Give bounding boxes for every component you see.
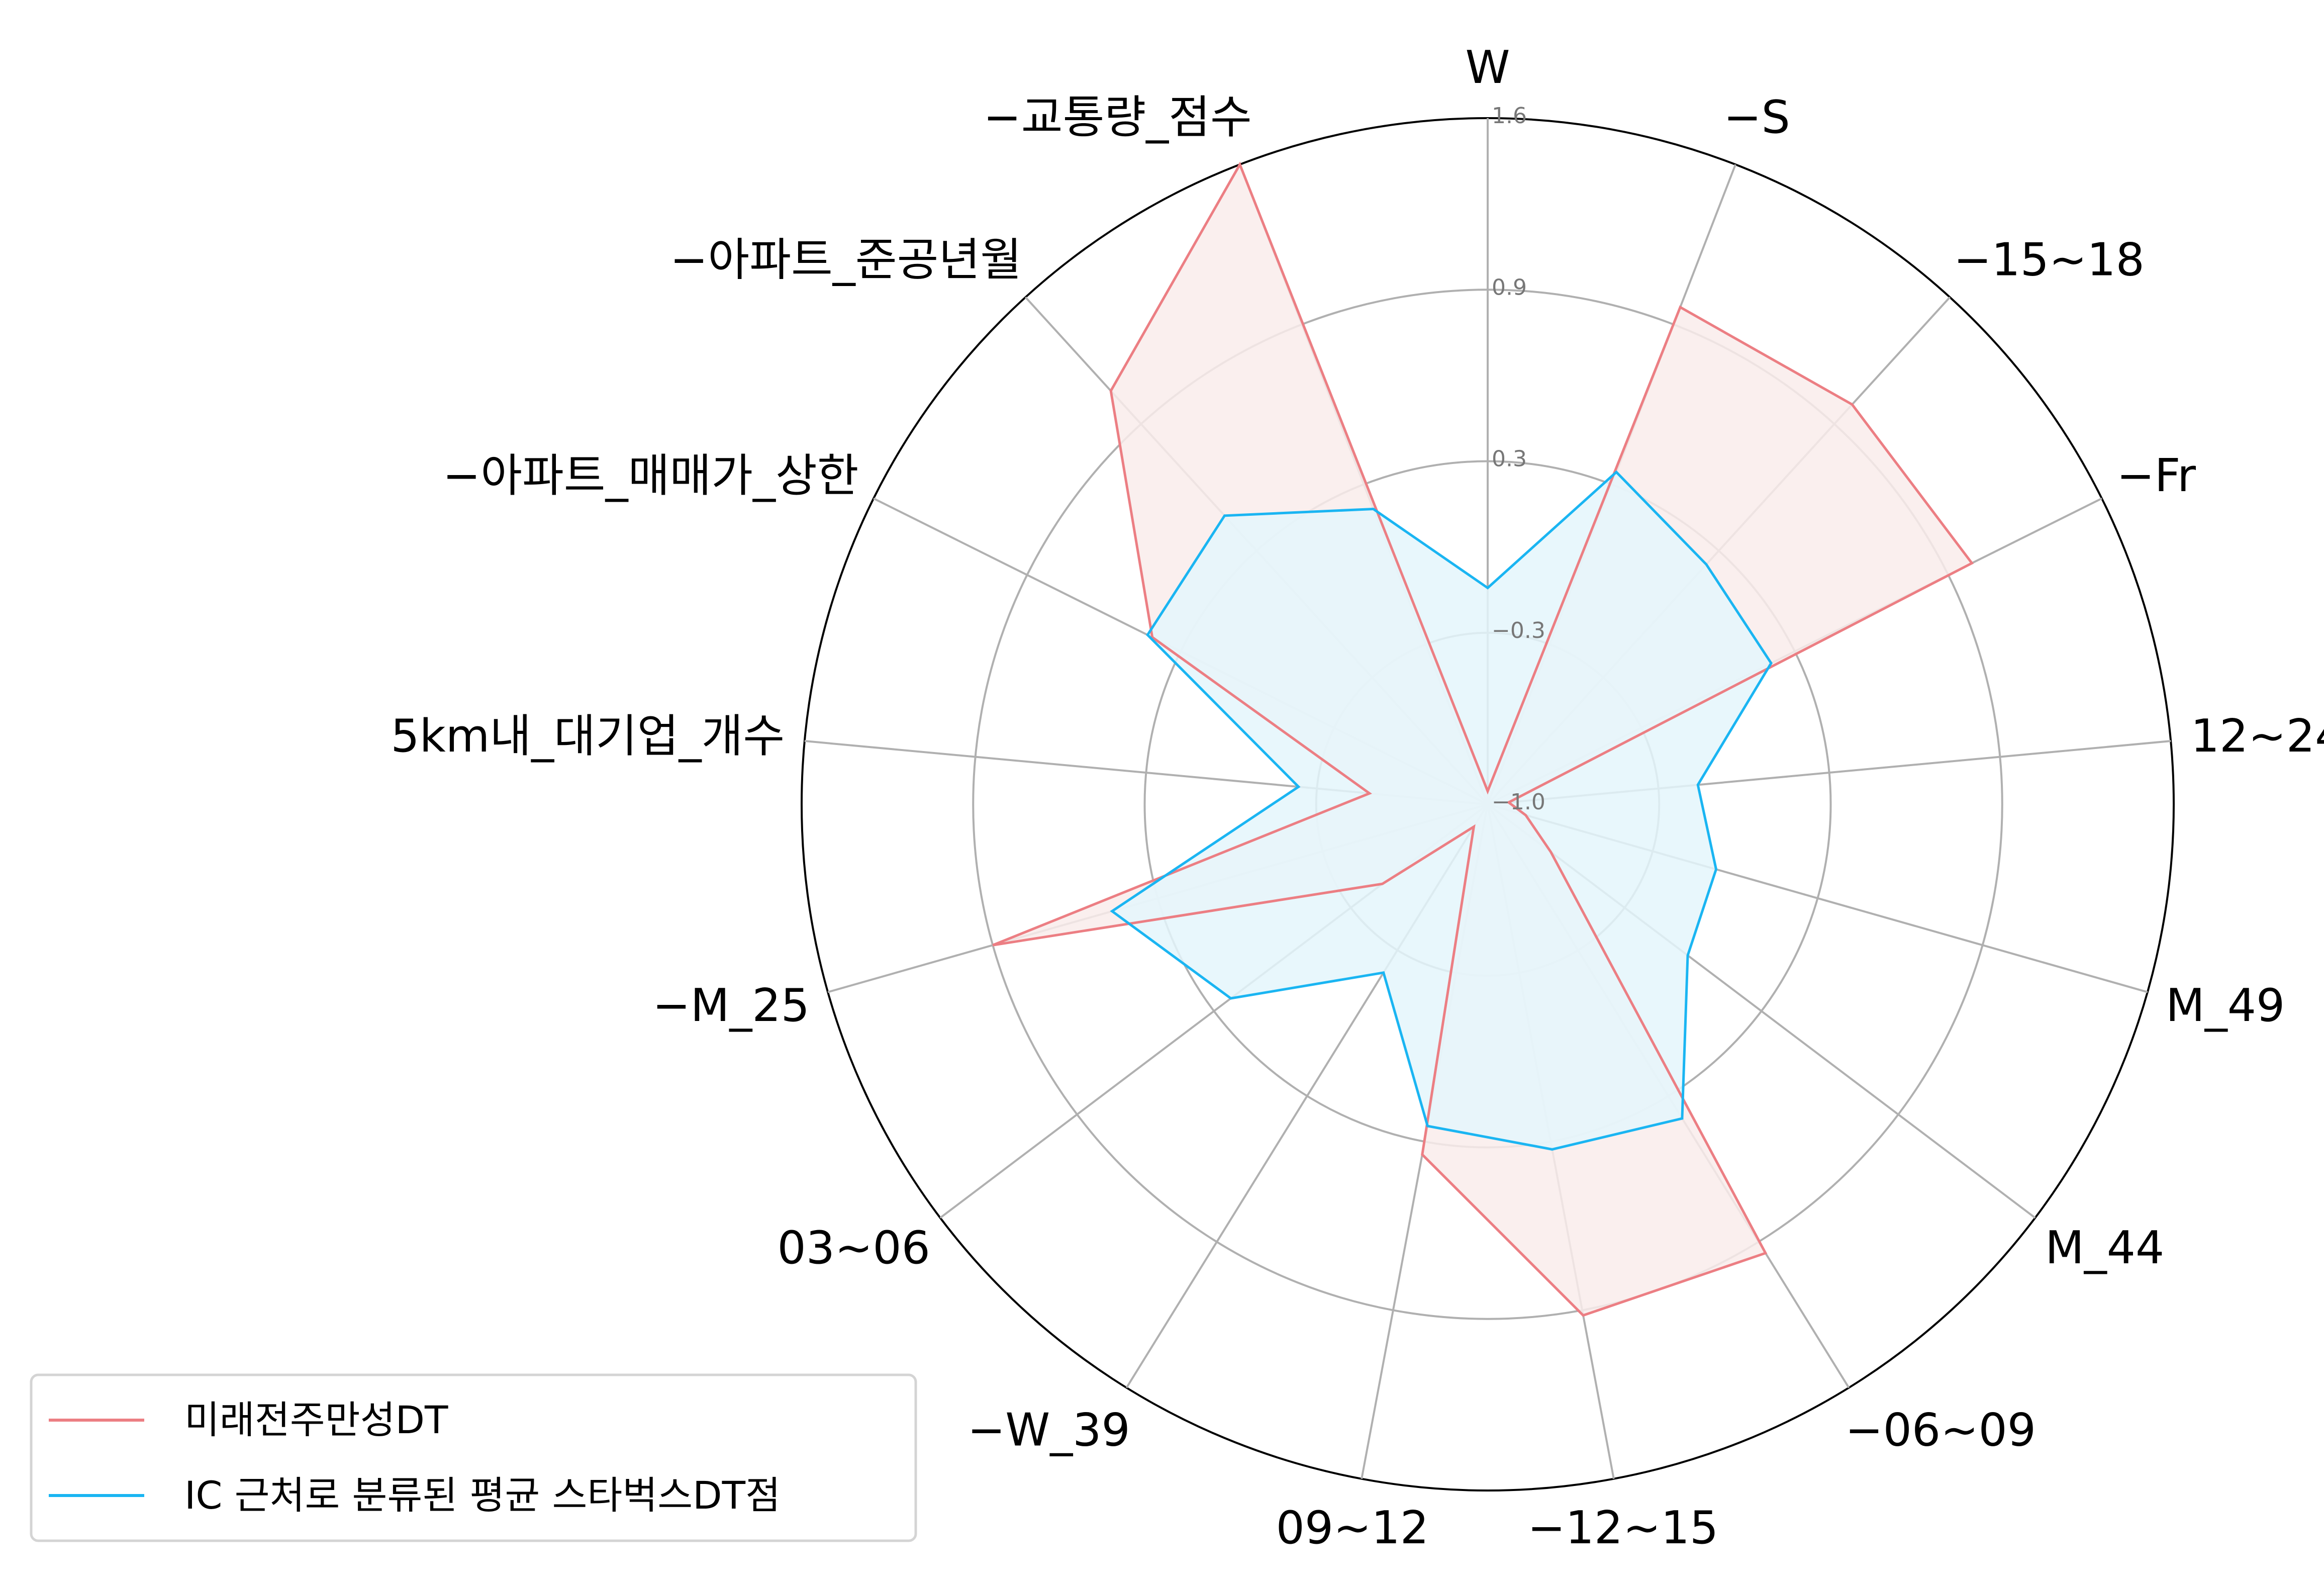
series-line-1 bbox=[1110, 470, 1773, 1151]
axis-label: 12~24 bbox=[2191, 710, 2324, 763]
series-line-0 bbox=[992, 161, 1974, 1317]
axis-label: −교통량_점수 bbox=[983, 91, 1251, 144]
series-fill-0 bbox=[993, 164, 1972, 1316]
legend-box bbox=[30, 1373, 917, 1542]
axis-label: −아파트_준공년월 bbox=[670, 233, 1022, 286]
axis-label: 09~12 bbox=[1276, 1502, 1429, 1554]
axis-label: 5km내_대기업_개수 bbox=[391, 710, 785, 763]
radial-tick-label: 1.6 bbox=[1492, 103, 1527, 129]
axis-label: −12~15 bbox=[1527, 1502, 1718, 1554]
axis-label: −아파트_매매가_상한 bbox=[443, 449, 859, 502]
series-layer bbox=[992, 161, 1974, 1317]
legend: 미래전주만성DT IC 근처로 분류된 평균 스타벅스DT점 bbox=[30, 1373, 917, 1542]
axis-label-layer: W −S −15~18 −Fr 12~24 M_49 M_44 −06~09 −12~15 09~… bbox=[391, 41, 2324, 1554]
radial-tick-label: 0.9 bbox=[1492, 274, 1527, 300]
radial-tick-label: 0.3 bbox=[1492, 446, 1527, 472]
axis-label: −Fr bbox=[2116, 449, 2196, 502]
axis-label: −15~18 bbox=[1954, 233, 2145, 286]
axis-label: W bbox=[1466, 41, 1510, 94]
axis-label: M_44 bbox=[2045, 1222, 2164, 1274]
radial-tick-label: −1.0 bbox=[1492, 789, 1545, 815]
axis-label: −W_39 bbox=[967, 1404, 1130, 1457]
axis-label: −S bbox=[1723, 91, 1790, 144]
axis-label: −06~09 bbox=[1845, 1404, 2036, 1457]
radial-tick-label: −0.3 bbox=[1492, 618, 1545, 643]
legend-label: IC 근처로 분류된 평균 스타벅스DT점 bbox=[184, 1473, 781, 1518]
legend-label: 미래전주만성DT bbox=[184, 1397, 448, 1442]
axis-label: 03~06 bbox=[777, 1222, 930, 1274]
series-fill-1 bbox=[1112, 472, 1771, 1150]
axis-label: −M_25 bbox=[652, 979, 810, 1032]
tick-layer: −1.0 −0.3 0.3 0.9 1.6 bbox=[1492, 103, 1545, 815]
axis-label: M_49 bbox=[2166, 979, 2285, 1032]
